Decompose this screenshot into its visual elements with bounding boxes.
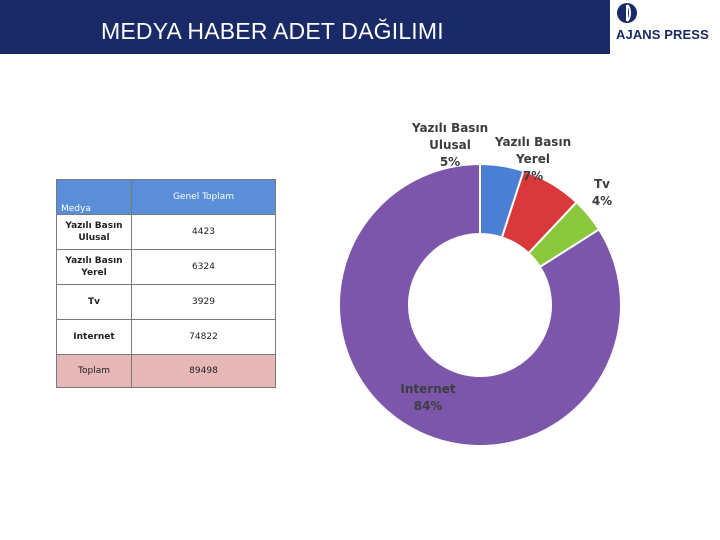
slice-label-line: 84%: [414, 399, 443, 413]
table-row: Yazılı Basın Ulusal 4423: [56, 214, 276, 250]
slice-label-line: Internet: [400, 382, 455, 396]
slice-label: Internet 84%: [400, 382, 455, 413]
medium-label: Yazılı Basın Ulusal: [65, 221, 123, 243]
page-title: MEDYA HABER ADET DAĞILIMI: [101, 18, 444, 44]
column-header-medium: Medya: [56, 179, 132, 215]
logo-text: AJANS PRESS: [616, 27, 709, 42]
medium-cell: Yazılı Basın Ulusal: [56, 214, 132, 250]
medium-cell: Tv: [56, 284, 132, 320]
slice-internet: [338, 162, 622, 447]
total-label: Toplam: [56, 354, 132, 388]
slice-label-line: Yazılı Basın: [411, 121, 488, 135]
slice-label: Tv 4%: [592, 177, 612, 208]
table-row: Internet 74822: [56, 319, 276, 355]
total-cell: 4423: [131, 214, 276, 250]
slice-label-line: Tv: [594, 177, 610, 191]
globe-icon: [617, 3, 637, 23]
slice-label-line: Yerel: [515, 152, 550, 166]
table-row: Tv 3929: [56, 284, 276, 320]
slice-label-line: 5%: [440, 155, 460, 169]
slice-label-line: 7%: [523, 169, 543, 183]
slice-label: Yazılı Basın Ulusal 5%: [411, 121, 488, 169]
slice-label: Yazılı Basın Yerel 7%: [494, 135, 571, 183]
column-header-total: Genel Toplam: [131, 179, 276, 215]
medium-label: Yazılı Basın Yerel: [65, 256, 123, 278]
total-cell: 74822: [131, 319, 276, 355]
table-header-row: Medya Genel Toplam: [56, 179, 276, 215]
medium-cell: Internet: [56, 319, 132, 355]
medium-cell: Yazılı Basın Yerel: [56, 249, 132, 285]
doughnut-chart: Yazılı Basın Ulusal 5% Yazılı Basın Yerel 7% T…: [338, 121, 622, 447]
slice-label-line: Yazılı Basın: [494, 135, 571, 149]
total-cell: 3929: [131, 284, 276, 320]
medium-label: Internet: [73, 332, 115, 342]
media-table: Medya Genel Toplam Yazılı Basın Ulusal 4…: [56, 179, 276, 388]
table-row: Yazılı Basın Yerel 6324: [56, 249, 276, 285]
total-value: 89498: [131, 354, 276, 388]
total-cell: 6324: [131, 249, 276, 285]
slice-label-line: 4%: [592, 194, 612, 208]
medium-label: Tv: [87, 297, 100, 307]
slice-label-line: Ulusal: [429, 138, 471, 152]
header-bar: [0, 0, 610, 54]
total-row: Toplam 89498: [56, 354, 276, 388]
